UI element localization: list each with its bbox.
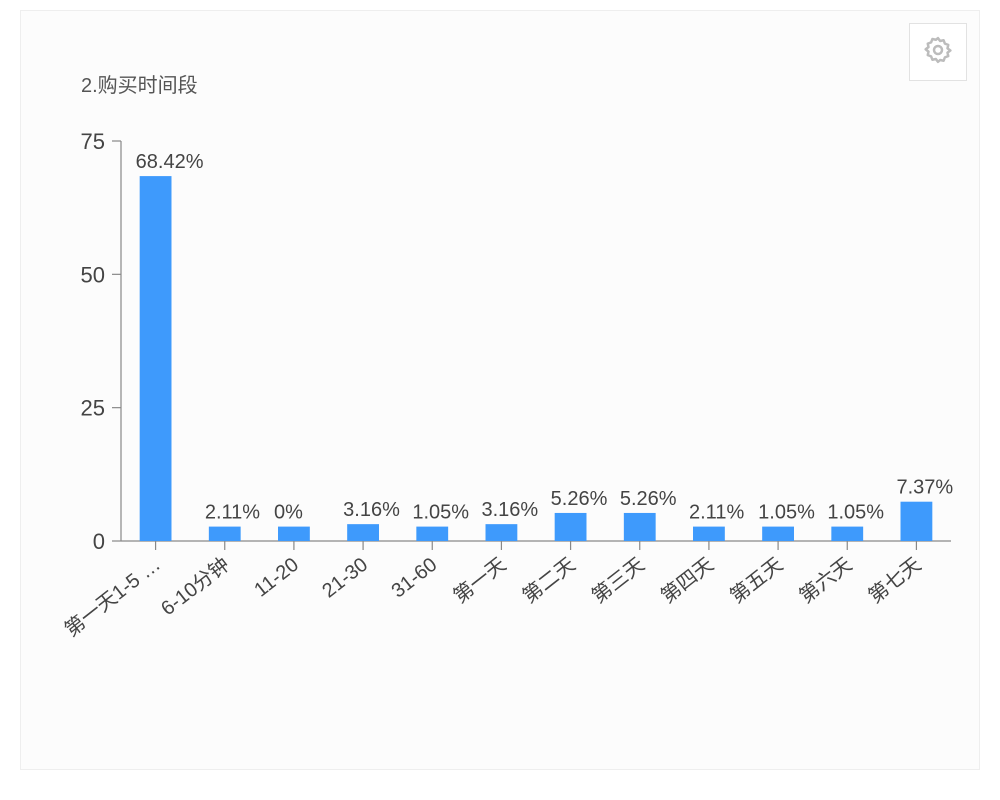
bar-value-label: 0% [274, 502, 303, 524]
gear-icon [923, 35, 953, 70]
bar [624, 513, 656, 541]
bar [901, 502, 933, 541]
bar-value-label: 7.37% [897, 477, 954, 499]
bar-value-label: 5.26% [620, 488, 677, 510]
bar-value-label: 1.05% [412, 502, 469, 524]
y-tick-label: 25 [81, 396, 105, 421]
x-category-label: 第六天 [795, 553, 856, 608]
chart-svg: 0 25 50 75 68.42% 2.11% 0% 3.16% 1.05% 3.16% 5.26… [51, 131, 961, 741]
bar [693, 527, 725, 541]
x-category-label: 第一天 [449, 553, 510, 608]
bar-value-label: 3.16% [343, 499, 400, 521]
x-category-label: 第二天 [518, 553, 579, 608]
x-category-label: 第四天 [657, 553, 718, 608]
bar [762, 527, 794, 541]
bar-value-label: 68.42% [136, 151, 204, 173]
chart-title: 2.购买时间段 [81, 69, 198, 98]
x-category-label: 第一天1-5 … [60, 553, 164, 642]
x-category-label: 第三天 [587, 553, 648, 608]
bar [486, 524, 518, 541]
bar-value-label: 2.11% [689, 502, 744, 524]
bar-chart: 0 25 50 75 68.42% 2.11% 0% 3.16% 1.05% 3.16% 5.26… [51, 131, 961, 741]
bar [140, 176, 172, 541]
bar [831, 527, 863, 541]
x-category-label: 11-20 [250, 554, 303, 602]
y-tick-label: 75 [81, 131, 105, 154]
x-category-label: 第五天 [726, 553, 787, 608]
bar [347, 524, 379, 541]
y-tick-label: 50 [81, 262, 105, 287]
bar-value-label: 2.11% [205, 502, 260, 524]
x-category-label: 21-30 [318, 554, 372, 603]
bar [416, 527, 448, 541]
bar [555, 513, 587, 541]
y-tick-label: 0 [93, 529, 105, 554]
x-category-label: 31-60 [387, 554, 441, 603]
settings-button[interactable] [909, 23, 967, 81]
bar [209, 527, 241, 541]
bar-value-label: 5.26% [551, 488, 608, 510]
chart-card: 2.购买时间段 0 25 50 75 68.42% 2.11% 0% 3.16% 1.05% 3… [20, 10, 980, 770]
x-category-label: 6-10分钟 [157, 553, 234, 620]
bar-value-label: 1.05% [827, 502, 884, 524]
bar [278, 527, 310, 541]
bar-value-label: 3.16% [482, 499, 539, 521]
bar-value-label: 1.05% [758, 502, 815, 524]
x-category-label: 第七天 [864, 553, 925, 608]
